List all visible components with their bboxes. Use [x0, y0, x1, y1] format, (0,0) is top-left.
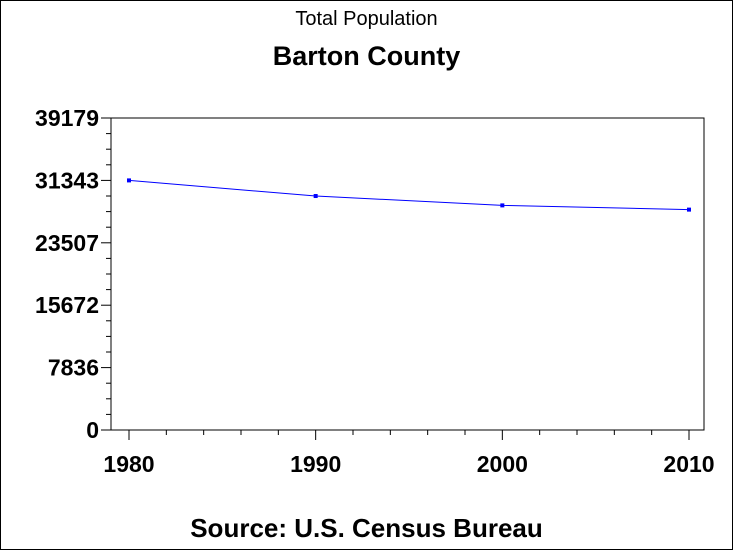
y-tick-label: 23507 — [35, 230, 99, 256]
chart-title: Total Population — [295, 8, 438, 30]
data-point — [687, 207, 691, 212]
x-tick-label: 2000 — [477, 451, 528, 477]
y-tick-label: 15672 — [35, 292, 99, 318]
x-tick-label: 2010 — [663, 451, 714, 477]
y-tick-label: 31343 — [35, 167, 99, 193]
x-tick-label: 1990 — [290, 451, 341, 477]
plot-area — [110, 117, 705, 431]
y-tick-label: 0 — [86, 417, 99, 443]
data-point — [500, 203, 505, 208]
x-tick-label: 1980 — [103, 451, 154, 477]
y-tick-label: 7836 — [48, 355, 99, 381]
data-point — [127, 178, 131, 183]
y-tick-label: 39179 — [35, 105, 99, 131]
series-line — [128, 179, 690, 211]
chart-subtitle: Barton County — [272, 41, 461, 71]
data-point — [313, 194, 318, 199]
source-note: Source: U.S. Census Bureau — [190, 513, 543, 543]
